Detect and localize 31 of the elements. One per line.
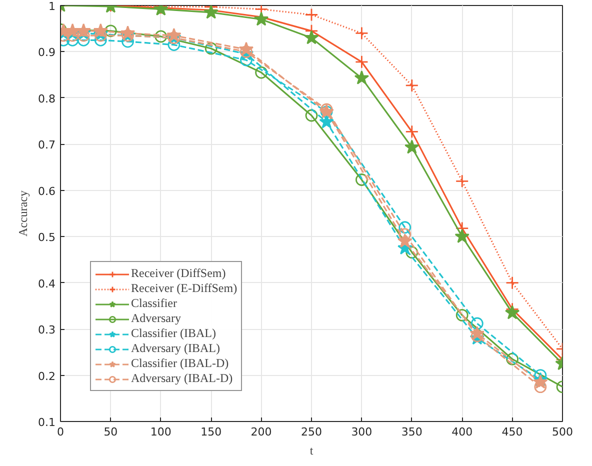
y-tick-label: 0.5 [38,231,56,244]
y-tick-label: 0.9 [38,46,56,60]
x-tick-label: 150 [200,426,222,438]
x-tick-label: 0 [57,426,64,438]
legend-label: Adversary [131,311,181,326]
x-tick-label: 400 [452,426,473,438]
y-tick-label: 0.2 [38,370,56,383]
legend-label: Receiver (DiffSem) [131,266,226,281]
x-tick-label: 50 [104,426,118,438]
y-tick-label: 0.7 [38,138,56,152]
y-tick-label: 0.4 [38,277,56,290]
y-tick-label: 0.3 [38,324,56,337]
legend-label: Classifier (IBAL) [131,326,216,341]
legend-label: Classifier [131,296,177,311]
legend-label: Adversary (IBAL-D) [131,371,233,386]
y-tick-label: 0.8 [38,92,56,106]
x-tick-label: 450 [502,426,523,438]
legend-label: Receiver (E-DiffSem) [131,281,238,296]
x-axis-title: t [310,444,314,458]
legend-label: Classifier (IBAL-D) [131,356,229,371]
y-tick-label: 0.6 [38,184,56,198]
x-tick-label: 100 [150,426,172,438]
y-axis-title: Accuracy [16,190,30,236]
x-tick-label: 500 [552,426,573,438]
legend-label: Adversary (IBAL) [131,341,220,356]
x-tick-label: 350 [401,426,422,438]
x-tick-label: 200 [250,426,272,438]
x-tick-label: 300 [351,426,372,438]
x-tick-label: 250 [301,426,322,438]
y-tick-label: 1 [48,0,56,13]
y-tick-label: 0.1 [38,416,56,429]
